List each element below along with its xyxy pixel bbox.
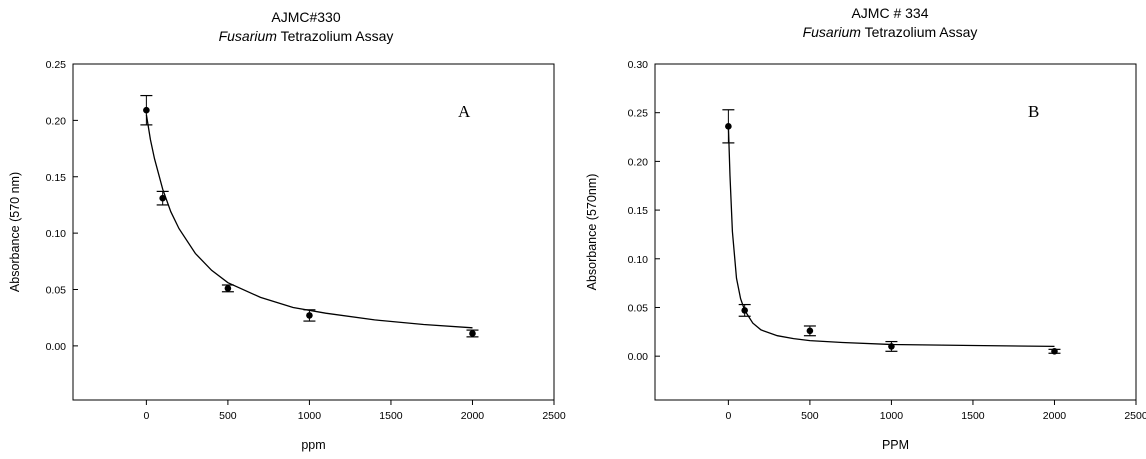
y-tick-label: 0.10 bbox=[46, 228, 67, 240]
x-tick-label: 0 bbox=[725, 410, 731, 422]
y-tick-label: 0.00 bbox=[46, 341, 67, 353]
data-point bbox=[741, 307, 748, 314]
y-axis-label: Absorbance (570nm) bbox=[585, 174, 599, 291]
y-tick-label: 0.10 bbox=[628, 254, 649, 266]
x-axis-ticks: 0 500 1000 1500 2000 2500 bbox=[143, 400, 566, 422]
chart-subtitle: Fusarium Tetrazolium Assay bbox=[219, 28, 394, 44]
y-tick-label: 0.15 bbox=[46, 172, 67, 184]
panel-label: A bbox=[458, 102, 471, 121]
y-tick-label: 0.15 bbox=[628, 205, 649, 217]
y-axis-ticks: 0.00 0.05 0.10 0.15 0.20 0.25 bbox=[46, 59, 78, 353]
chart-title: AJMC # 334 bbox=[851, 5, 928, 21]
x-tick-label: 2500 bbox=[1124, 410, 1146, 422]
y-tick-label: 0.30 bbox=[628, 59, 649, 71]
plot-frame bbox=[72, 63, 555, 401]
x-tick-label: 2000 bbox=[461, 410, 485, 422]
chart-subtitle-rest: Tetrazolium Assay bbox=[277, 28, 393, 44]
x-tick-label: 2500 bbox=[542, 410, 566, 422]
x-tick-label: 1000 bbox=[880, 410, 904, 422]
chart-subtitle-rest: Tetrazolium Assay bbox=[861, 24, 977, 40]
data-point bbox=[224, 285, 232, 292]
data-point bbox=[725, 123, 732, 130]
y-tick-label: 0.25 bbox=[46, 59, 67, 71]
fit-curve bbox=[727, 126, 1055, 348]
data-point bbox=[1051, 348, 1058, 355]
y-tick-label: 0.05 bbox=[46, 285, 67, 297]
panel-label: B bbox=[1028, 102, 1039, 121]
data-point bbox=[159, 194, 166, 202]
data-point bbox=[306, 312, 313, 319]
chart-subtitle: Fusarium Tetrazolium Assay bbox=[803, 24, 978, 40]
x-tick-label: 0 bbox=[143, 410, 149, 422]
plot-frame bbox=[654, 63, 1137, 401]
x-tick-label: 500 bbox=[219, 410, 237, 422]
chart-panel-b: AJMC # 334 Fusarium Tetrazolium Assay 0.… bbox=[585, 5, 1146, 452]
y-tick-label: 0.05 bbox=[628, 302, 649, 314]
y-tick-label: 0.20 bbox=[46, 115, 67, 127]
data-point bbox=[888, 343, 895, 350]
chart-subtitle-italic: Fusarium bbox=[219, 28, 278, 44]
x-tick-label: 1000 bbox=[298, 410, 322, 422]
data-point bbox=[143, 106, 150, 114]
chart-title: AJMC#330 bbox=[271, 9, 340, 25]
fit-curve bbox=[145, 114, 473, 329]
chart-panel-a: AJMC#330 Fusarium Tetrazolium Assay 0.00… bbox=[8, 9, 566, 452]
y-tick-label: 0.20 bbox=[628, 156, 649, 168]
x-axis-label: PPM bbox=[882, 438, 909, 452]
data-point bbox=[469, 330, 476, 337]
y-tick-label: 0.00 bbox=[628, 351, 649, 363]
data-marks bbox=[722, 109, 1061, 355]
x-axis-label: ppm bbox=[301, 438, 325, 452]
x-tick-label: 500 bbox=[801, 410, 819, 422]
x-axis-ticks: 0 500 1000 1500 2000 2500 bbox=[725, 400, 1146, 422]
data-point bbox=[806, 327, 814, 335]
y-tick-label: 0.25 bbox=[628, 108, 649, 120]
chart-subtitle-italic: Fusarium bbox=[803, 24, 862, 40]
x-tick-label: 1500 bbox=[961, 410, 985, 422]
y-axis-ticks: 0.00 0.05 0.10 0.15 0.20 0.25 0.30 bbox=[628, 59, 660, 363]
x-tick-label: 1500 bbox=[379, 410, 403, 422]
y-axis-label: Absorbance (570 nm) bbox=[8, 172, 22, 292]
x-tick-label: 2000 bbox=[1043, 410, 1067, 422]
data-marks bbox=[140, 94, 479, 338]
